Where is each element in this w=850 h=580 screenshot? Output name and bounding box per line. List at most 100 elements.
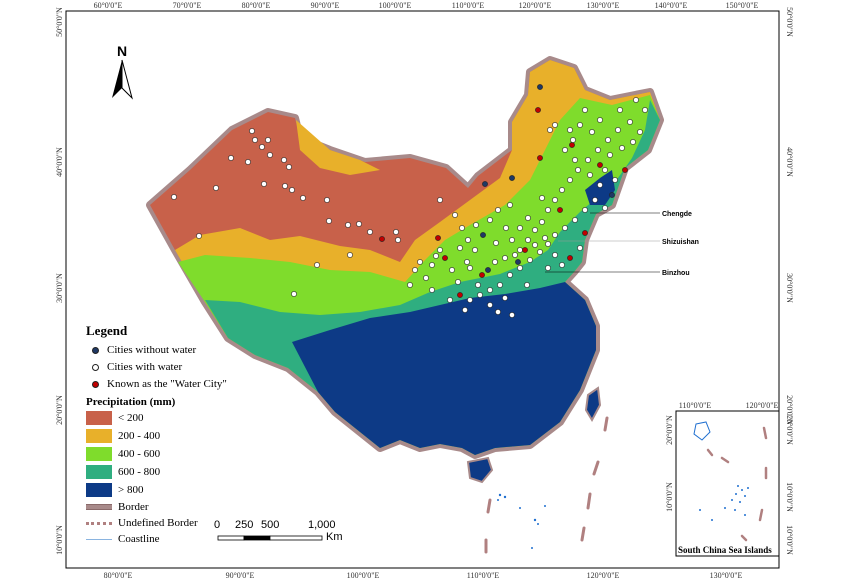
city-with-water-point [457,245,463,251]
city-with-water-point [559,187,565,193]
city-with-water-point [345,222,351,228]
city-with-water-point [492,259,498,265]
city-with-water-point [605,137,611,143]
city-with-water-point [525,237,531,243]
water-city-point [569,142,575,148]
water-city-point [457,292,463,298]
legend-label: Known as the "Water City" [107,378,227,390]
legend-precip-title: Precipitation (mm) [86,396,176,408]
legend-label: 600 - 800 [118,466,161,478]
water-city-point [537,155,543,161]
tick-top-130: 130°0'0"E [587,1,620,10]
tick-bottom-90: 90°0'0"E [226,571,255,580]
city-with-water-point [437,197,443,203]
coastline-icon [86,538,112,540]
tick-top-60: 60°0'0"E [94,1,123,10]
city-with-water-point [567,177,573,183]
inset-tick-top-120: 120°0'0"E [746,401,779,410]
legend-label: Coastline [118,533,160,545]
north-label: N [117,43,127,59]
tick-top-150: 150°0'0"E [726,1,759,10]
city-with-water-point [630,139,636,145]
city-with-water-point [615,127,621,133]
city-with-water-point [437,247,443,253]
city-with-water-point [467,265,473,271]
city-points [171,84,648,318]
swatch-icon [86,429,112,443]
city-with-water-point [589,129,595,135]
city-with-water-point [512,252,518,258]
inset-tick-top-110: 110°0'0"E [679,401,712,410]
callouts: Chengde Shizuishan Binzhou [545,211,699,277]
city-with-water-point [462,307,468,313]
swatch-icon [86,447,112,461]
water-city-point [522,247,528,253]
city-with-water-point [642,107,648,113]
city-with-water-point [213,185,219,191]
zone-200-400-north [296,120,380,175]
city-with-water-point [633,97,639,103]
city-with-water-point [552,197,558,203]
tick-right-20: 20°0'0"N [785,395,794,425]
city-without-water-point [537,84,543,90]
city-with-water-point [532,227,538,233]
city-with-water-point [407,282,413,288]
dot-icon [92,346,99,354]
legend-label: 400 - 600 [118,448,161,460]
city-with-water-point [314,262,320,268]
city-with-water-point [477,292,483,298]
city-with-water-point [347,252,353,258]
inset-hainan [693,421,711,441]
callout-binzhou: Binzhou [662,270,690,277]
scale-seg-1 [217,535,245,541]
city-with-water-point [552,232,558,238]
north-arrow-left-icon [112,60,122,98]
city-with-water-point [552,122,558,128]
legend-item-cities-with-water: Cities with water [86,360,182,374]
zone-gt800 [292,282,596,455]
city-with-water-point [577,122,583,128]
city-with-water-point [495,309,501,315]
tick-left-30: 30°0'0"N [55,273,64,303]
city-without-water-point [509,175,515,181]
city-with-water-point [228,155,234,161]
city-with-water-point [395,237,401,243]
city-without-water-point [609,192,615,198]
tick-left-20: 20°0'0"N [55,395,64,425]
legend-class-400-600: 400 - 600 [86,447,160,461]
undefined-border [484,416,609,554]
city-with-water-point [281,157,287,163]
tick-right-30: 30°0'0"N [785,273,794,303]
scale-label-0: 0 [214,519,221,531]
city-with-water-point [567,127,573,133]
city-with-water-point [467,297,473,303]
graticule-bottom: 80°0'0"E 90°0'0"E 100°0'0"E 110°0'0"E 12… [104,571,743,580]
graticule-left: 50°0'0"N 40°0'0"N 30°0'0"N 20°0'0"N 10°0… [55,7,64,555]
city-with-water-point [196,233,202,239]
water-city-point [567,255,573,261]
city-with-water-point [509,312,515,318]
city-without-water-point [515,259,521,265]
taiwan-island [584,386,602,423]
legend-label: Cities without water [107,344,197,356]
city-with-water-point [487,217,493,223]
city-with-water-point [503,225,509,231]
city-with-water-point [423,275,429,281]
inset-tick-right-10: 10°0'0"N [785,482,794,512]
city-with-water-point [497,282,503,288]
dot-icon [92,380,99,388]
water-city-point [442,255,448,261]
city-with-water-point [577,245,583,251]
city-with-water-point [545,241,551,247]
city-with-water-point [517,265,523,271]
legend-item-water-city: Known as the "Water City" [86,377,227,391]
city-with-water-point [619,145,625,151]
tick-bottom-100: 100°0'0"E [347,571,380,580]
scale-bar [217,535,323,541]
city-with-water-point [572,157,578,163]
tick-right-10: 10°0'0"N [785,525,794,555]
city-with-water-point [472,247,478,253]
tick-bottom-80: 80°0'0"E [104,571,133,580]
city-with-water-point [545,207,551,213]
